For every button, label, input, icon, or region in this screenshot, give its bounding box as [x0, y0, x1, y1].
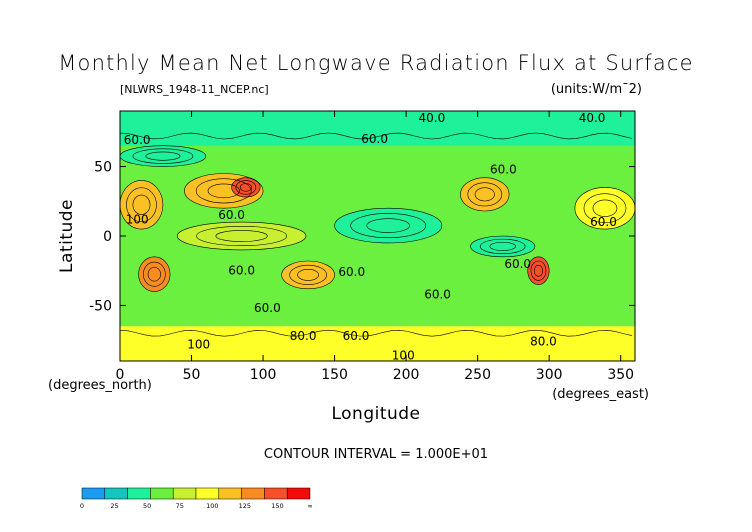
colorbar-swatch	[241, 487, 265, 500]
colorbar-swatch	[150, 487, 174, 500]
y-unit-label: (degrees_north)	[48, 378, 152, 393]
plot-area: 40.0 40.0 60.0 60.0 60.0 60.0 60.0 60.0 60.0 60.0…	[119, 110, 636, 363]
contour-line	[460, 177, 510, 212]
contour-label: 60.0	[361, 132, 388, 146]
colorbar-swatch	[218, 487, 242, 500]
colorbar-swatch	[81, 487, 106, 500]
contour-line	[143, 261, 166, 287]
y-axis-ticks: -50 0 50	[89, 160, 635, 314]
contour-label: 100	[392, 348, 415, 362]
contour-line	[235, 180, 257, 195]
contour-line	[184, 173, 264, 209]
contour-line	[533, 264, 544, 277]
colorbar-tick-label: 125	[239, 502, 251, 510]
contour-line	[207, 183, 240, 199]
contour-line	[467, 182, 503, 207]
contour-line	[592, 199, 618, 217]
contour-line	[126, 187, 157, 223]
colorbar-swatch	[286, 487, 311, 500]
contour-line	[297, 269, 320, 281]
colorbar-tick-label: 150	[271, 502, 283, 510]
contour-line	[366, 218, 410, 233]
colorbar-tick-label: 100	[206, 502, 218, 510]
x-axis-ticks: 0 50 100 150 200 250 300 350	[116, 111, 634, 383]
colorbar-swatch	[264, 487, 288, 500]
x-tick-label: 250	[464, 367, 491, 383]
contour-label: 60.0	[504, 257, 531, 271]
contour-line	[289, 264, 327, 285]
y-tick-label: 0	[103, 229, 112, 245]
contour-line	[583, 193, 627, 224]
contour-label: 60.0	[343, 329, 370, 343]
contour-line	[215, 230, 268, 242]
contour-line	[145, 151, 181, 161]
colorbar-tick-label: ∞	[307, 502, 312, 510]
contour-line	[350, 213, 427, 239]
colorbar: 0 25 50 75 100 125 150 ∞	[80, 487, 313, 510]
contour-label: 60.0	[590, 215, 617, 229]
x-tick-label: 0	[116, 367, 125, 383]
y-tick-label: 50	[94, 160, 112, 176]
contour-line	[132, 194, 151, 215]
contour-label: 60.0	[254, 301, 281, 315]
contour-label: 60.0	[124, 133, 151, 147]
contour-line	[119, 329, 633, 337]
contour-label: 60.0	[490, 162, 517, 176]
contour-line	[479, 238, 526, 255]
contour-line	[489, 241, 516, 251]
contour-label: 60.0	[338, 265, 365, 279]
contour-line	[470, 235, 536, 258]
contour-line	[530, 260, 547, 281]
colorbar-tick-label: 75	[176, 502, 184, 510]
units-label: (units:W/m¯2)	[551, 82, 642, 97]
x-unit-label: (degrees_east)	[552, 387, 649, 402]
contour-line	[176, 221, 307, 251]
colorbar-tick-label: 50	[143, 502, 151, 510]
contour-line	[147, 266, 161, 282]
contour-line	[132, 148, 194, 164]
contour-label: 100	[187, 337, 210, 351]
chart-title: Monthly Mean Net Longwave Radiation Flux…	[58, 51, 694, 75]
contour-line	[138, 256, 171, 292]
contour-line	[195, 178, 252, 204]
colorbar-swatch	[104, 487, 128, 500]
x-axis-label: Longitude	[331, 404, 420, 424]
colorbar-tick-label: 25	[110, 502, 118, 510]
contour-line	[281, 260, 335, 290]
colorbar-swatch	[172, 487, 197, 500]
colorbar-swatch	[127, 487, 151, 500]
contour-line	[527, 256, 550, 285]
contour-line	[334, 207, 443, 244]
colorbar-swatch	[195, 487, 220, 500]
y-tick-label: -50	[89, 298, 112, 314]
x-tick-label: 200	[393, 367, 420, 383]
colorbar-tick-label: 0	[80, 502, 84, 510]
contour-line	[231, 177, 261, 198]
x-tick-label: 150	[321, 367, 348, 383]
flux-field	[119, 111, 635, 361]
contour-label: 80.0	[290, 329, 317, 343]
contour-label: 40.0	[419, 111, 446, 125]
contour-interval: CONTOUR INTERVAL = 1.000E+01	[264, 447, 488, 462]
contour-line	[474, 187, 495, 202]
contour-label: 40.0	[579, 111, 606, 125]
x-tick-label: 50	[183, 367, 201, 383]
contour-lines	[119, 132, 636, 337]
contour-label: 60.0	[424, 287, 451, 301]
file-label: [NLWRS_1948-11_NCEP.nc]	[120, 83, 269, 96]
y-axis-label: Latitude	[57, 199, 77, 273]
contour-line	[196, 225, 287, 247]
contour-label: 60.0	[218, 208, 245, 222]
contour-label: 60.0	[228, 264, 255, 278]
x-tick-label: 100	[250, 367, 277, 383]
contour-labels: 40.0 40.0 60.0 60.0 60.0 60.0 60.0 60.0 60.0 60.0…	[124, 111, 617, 363]
x-tick-label: 300	[536, 367, 563, 383]
contour-line	[239, 183, 252, 192]
contour-label: 80.0	[530, 335, 557, 349]
contour-line	[119, 132, 633, 140]
x-tick-label: 350	[607, 367, 634, 383]
contour-label: 100	[126, 212, 149, 226]
